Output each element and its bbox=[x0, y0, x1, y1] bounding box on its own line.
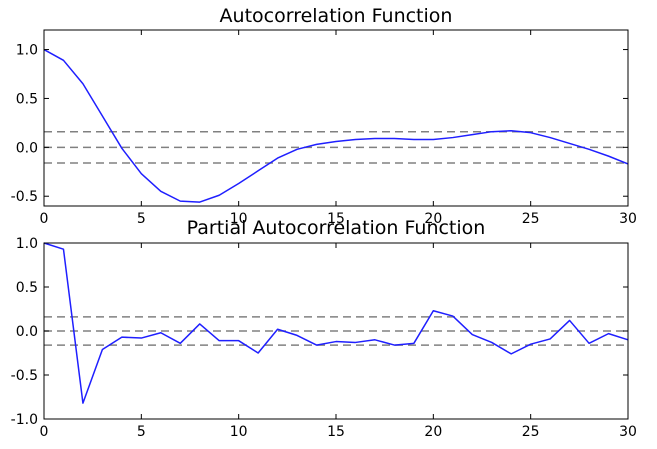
pacf-y-tick-label: 0.0 bbox=[16, 324, 38, 340]
pacf-x-tick-label: 0 bbox=[40, 424, 49, 440]
acf-x-tick-label: 10 bbox=[230, 211, 248, 227]
acf-panel: 0 5 10 15 20 25 30 1.0 0.5 0.0 -0.5 Autocorrelation… bbox=[11, 5, 637, 227]
acf-y-tick-label: -0.5 bbox=[11, 189, 38, 205]
pacf-y-tick-label: -0.5 bbox=[11, 368, 38, 384]
pacf-x-tick-label: 20 bbox=[424, 424, 442, 440]
acf-x-tick-label: 30 bbox=[619, 211, 637, 227]
acf-y-tick-label: 0.5 bbox=[16, 91, 38, 107]
acf-x-tick-label: 5 bbox=[137, 211, 146, 227]
pacf-chart-title: Partial Autocorrelation Function bbox=[187, 217, 486, 239]
acf-x-tick-label: 0 bbox=[40, 211, 49, 227]
pacf-x-tick-label: 5 bbox=[137, 424, 146, 440]
pacf-x-tick-label: 10 bbox=[230, 424, 248, 440]
acf-y-tick-label: 0.0 bbox=[16, 140, 38, 156]
acf-x-tick-label: 20 bbox=[424, 211, 442, 227]
pacf-x-tick-label: 30 bbox=[619, 424, 637, 440]
acf-axes-frame bbox=[43, 29, 629, 207]
acf-chart-title: Autocorrelation Function bbox=[220, 5, 453, 27]
pacf-y-tick-label: 0.5 bbox=[16, 280, 38, 296]
acf-series-line bbox=[43, 48, 629, 203]
acf-x-tick-label: 25 bbox=[522, 211, 540, 227]
pacf-y-tick-label: -1.0 bbox=[11, 412, 38, 428]
acf-y-tick-label: 1.0 bbox=[16, 43, 38, 59]
acf-x-tick-label: 15 bbox=[327, 211, 345, 227]
pacf-y-tick-label: 1.0 bbox=[16, 236, 38, 252]
pacf-series-line bbox=[43, 242, 629, 404]
pacf-panel: 0 5 10 15 20 25 30 1.0 0.5 0.0 -0.5 -1.0 Partial Aut… bbox=[11, 217, 637, 440]
pacf-x-tick-label: 15 bbox=[327, 424, 345, 440]
pacf-x-tick-label: 25 bbox=[522, 424, 540, 440]
